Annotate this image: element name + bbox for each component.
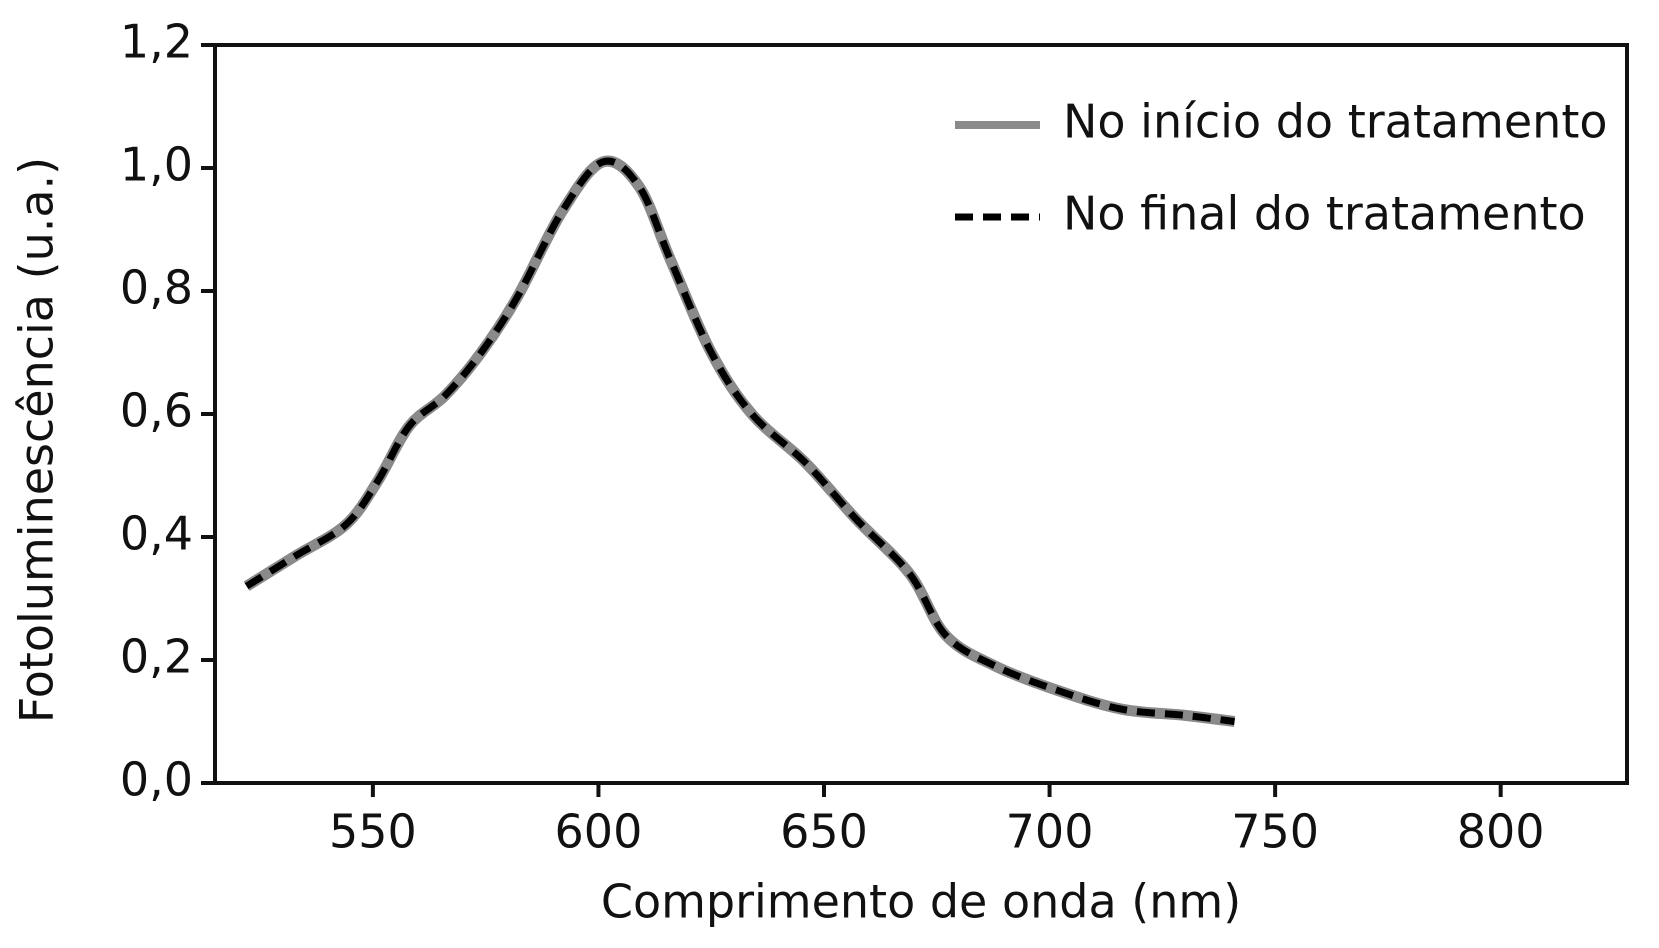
x-axis-title: Comprimento de onda (nm)	[601, 875, 1241, 929]
y-tick-label: 0,6	[120, 384, 193, 438]
y-tick-label: 0,4	[120, 507, 193, 561]
data-line	[244, 157, 1235, 725]
x-tick-label: 800	[1457, 805, 1545, 859]
data-line	[243, 155, 1236, 727]
x-tick-label: 650	[780, 805, 868, 859]
y-tick-label: 1,0	[120, 138, 193, 192]
y-tick-label: 0,0	[120, 753, 193, 807]
y-tick-label: 0,8	[120, 261, 193, 315]
x-tick-label: 700	[1006, 805, 1094, 859]
legend-text: No início do tratamento	[1063, 95, 1608, 149]
x-tick-label: 600	[555, 805, 643, 859]
y-tick-label: 1,2	[120, 15, 193, 69]
x-tick-label: 550	[329, 805, 417, 859]
x-tick-label: 750	[1231, 805, 1319, 859]
y-tick-label: 0,2	[120, 630, 193, 684]
legend-text: No final do tratamento	[1063, 187, 1586, 241]
y-axis-title: Fotoluminescência (u.a.)	[10, 157, 64, 723]
